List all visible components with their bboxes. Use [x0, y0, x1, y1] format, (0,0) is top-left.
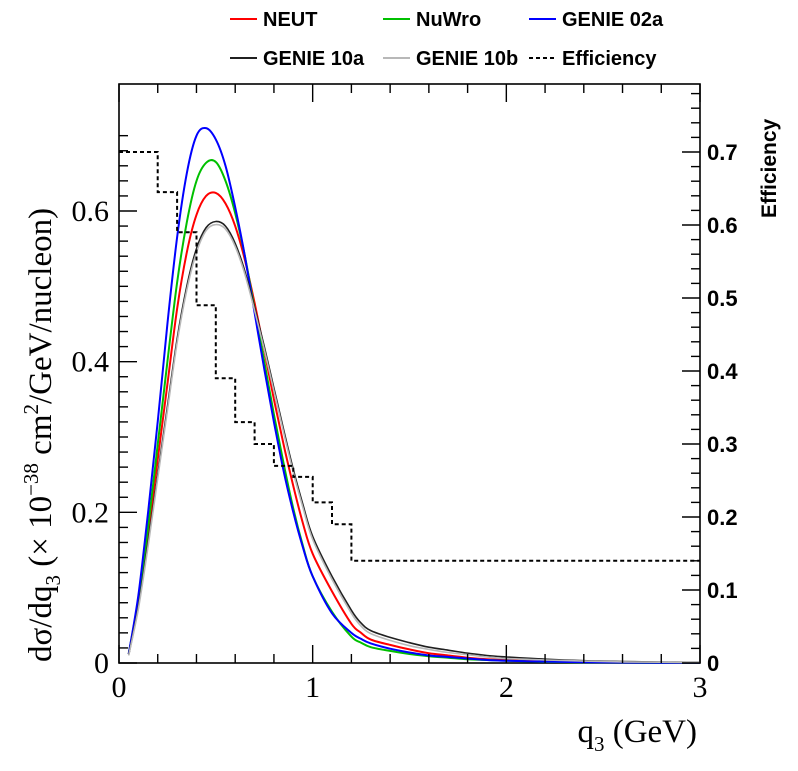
- x-tick-label: 3: [693, 671, 708, 704]
- y2-axis-label: Efficiency: [758, 118, 781, 218]
- y-tick-label: 0.2: [72, 496, 110, 529]
- y-axis-label-unit-a: cm: [23, 414, 59, 463]
- y-axis-label-sub: 3: [41, 575, 65, 586]
- series-line-genie-10b: [127, 223, 701, 664]
- series-line-genie-02a: [127, 126, 701, 664]
- legend-label-efficiency: Efficiency: [562, 48, 657, 70]
- x-axis-label-unit: (GeV): [604, 714, 697, 750]
- y-tick-label: 0.4: [72, 346, 110, 379]
- legend: NEUT NuWro GENIE 02a GENIE 10a GENIE 10b Effi…: [230, 9, 664, 70]
- y-axis: 0 0.2 0.4 0.6: [72, 134, 137, 680]
- y-tick-label: 0.6: [72, 195, 110, 228]
- x-tick-label: 0: [112, 671, 127, 704]
- y2-tick-label: 0.4: [707, 359, 738, 384]
- y2-tick-label: 0.2: [707, 505, 738, 530]
- x-axis-label-sub: 3: [594, 732, 605, 756]
- legend-label-neut: NEUT: [263, 9, 317, 31]
- y2-axis: 0 0.1 0.2 0.3 0.4 0.5 0.6 0.7: [682, 92, 738, 676]
- legend-label-nuwro: NuWro: [416, 9, 481, 31]
- y2-tick-label: 0: [707, 651, 719, 676]
- series-line-neut: [127, 191, 701, 664]
- efficiency-layer: [119, 151, 700, 562]
- y-axis-label-main: dσ/dq: [23, 586, 59, 662]
- series-line-nuwro: [127, 159, 700, 664]
- legend-label-genie-02a: GENIE 02a: [562, 9, 664, 31]
- x-axis: 0 1 2 3: [112, 84, 708, 704]
- y-axis-label-exp: −38: [19, 463, 43, 496]
- y2-tick-label: 0.6: [707, 213, 738, 238]
- efficiency-step-line: [119, 151, 700, 562]
- y-tick-label: 0: [94, 647, 109, 680]
- y-axis-label-sup2: 2: [19, 404, 43, 415]
- y2-tick-label: 0.7: [707, 140, 738, 165]
- y-axis-label-paren: (× 10: [23, 496, 59, 575]
- y-axis-label-unit-b: /GeV/nucleon): [23, 208, 59, 404]
- legend-label-genie-10a: GENIE 10a: [263, 48, 365, 70]
- y2-tick-label: 0.5: [707, 286, 738, 311]
- series-layer: [127, 126, 701, 664]
- x-axis-label: q3 (GeV): [577, 714, 697, 756]
- x-tick-label: 1: [305, 671, 320, 704]
- series-line-genie-10a: [127, 220, 701, 664]
- plot-frame: [118, 83, 701, 664]
- legend-label-genie-10b: GENIE 10b: [416, 48, 518, 70]
- y2-tick-label: 0.3: [707, 432, 738, 457]
- x-tick-label: 2: [499, 671, 514, 704]
- y2-tick-label: 0.1: [707, 578, 738, 603]
- y-axis-label: dσ/dq3 (× 10−38 cm2/GeV/nucleon): [19, 208, 65, 662]
- x-axis-label-main: q: [577, 714, 594, 750]
